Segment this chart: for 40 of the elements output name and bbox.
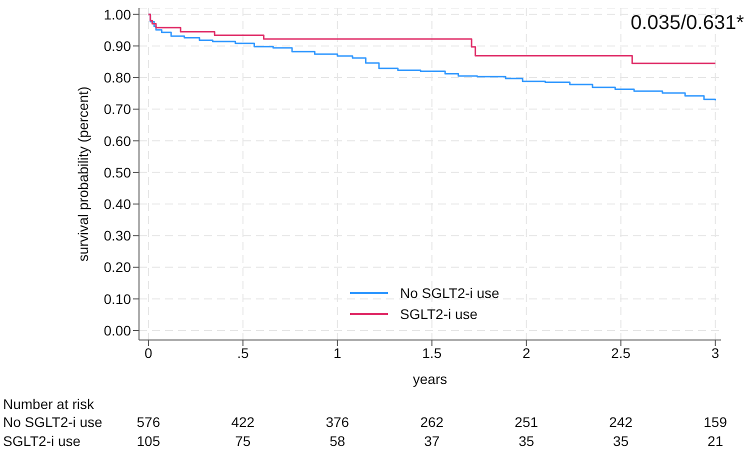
y-axis-title: survival probability (percent): [74, 86, 91, 262]
x-tick-label: 2.5: [611, 344, 631, 361]
text: 159: [702, 414, 728, 430]
text: 242: [608, 414, 634, 430]
y-tick-label: 0.10: [104, 290, 132, 307]
text: 58: [328, 433, 346, 449]
text: 251: [514, 414, 540, 430]
y-tick-label: 0.30: [104, 228, 132, 244]
text: No SGLT2-i use: [3, 414, 102, 430]
y-tick-label: 0.70: [104, 101, 132, 118]
text: 422: [230, 414, 256, 430]
x-tick-label: 2: [522, 344, 530, 361]
x-tick-label: 0: [144, 344, 153, 361]
text: 75: [234, 433, 252, 449]
text: 376: [324, 414, 350, 430]
text: 262: [419, 414, 445, 430]
text: Number at risk: [3, 396, 94, 412]
annotation: 0.035/0.631*: [630, 12, 744, 35]
y-tick-label: 0.40: [104, 196, 132, 212]
legend-label: No SGLT2-i use: [400, 284, 500, 300]
text: 105: [136, 433, 162, 449]
text: 21: [706, 433, 724, 449]
text: 35: [612, 433, 630, 449]
x-tick-label: 1: [334, 344, 342, 361]
y-tick-label: 0.50: [104, 164, 132, 180]
x-tick-label: .5: [237, 344, 249, 361]
x-tick-label: 1.5: [422, 344, 442, 361]
text: 576: [136, 414, 162, 430]
text: SGLT2-i use: [3, 433, 81, 449]
text: 35: [518, 433, 536, 449]
y-tick-label: 0.20: [104, 259, 132, 276]
x-axis-title: years: [412, 371, 448, 387]
y-tick-label: 0.60: [104, 132, 132, 149]
y-tick-label: 0.90: [104, 38, 132, 54]
text: 37: [423, 433, 441, 449]
y-tick-label: 0.80: [104, 70, 132, 86]
y-tick-label: 1.00: [104, 6, 132, 22]
x-tick-label: 3: [711, 344, 720, 361]
y-tick-label: 0.00: [104, 322, 132, 338]
legend-label: SGLT2-i use: [400, 306, 478, 322]
